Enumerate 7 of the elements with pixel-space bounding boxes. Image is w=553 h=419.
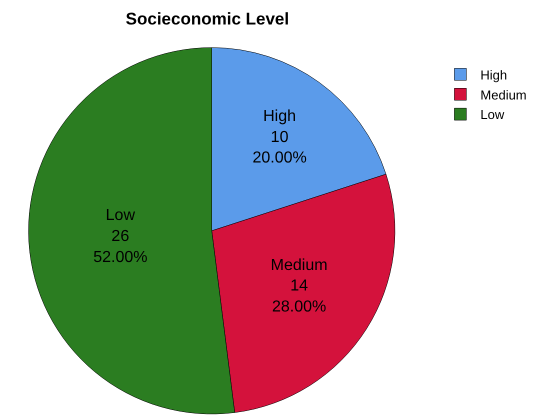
- data-label: High 10 20.00%: [252, 108, 307, 167]
- legend-label: High: [480, 67, 508, 82]
- chart-title: Socieconomic Level: [126, 9, 290, 28]
- legend-label: Low: [480, 107, 505, 122]
- data-label: Low 26 52.00%: [93, 207, 148, 266]
- legend-label: Medium: [480, 87, 527, 102]
- data-label: Medium 14 28.00%: [270, 256, 328, 316]
